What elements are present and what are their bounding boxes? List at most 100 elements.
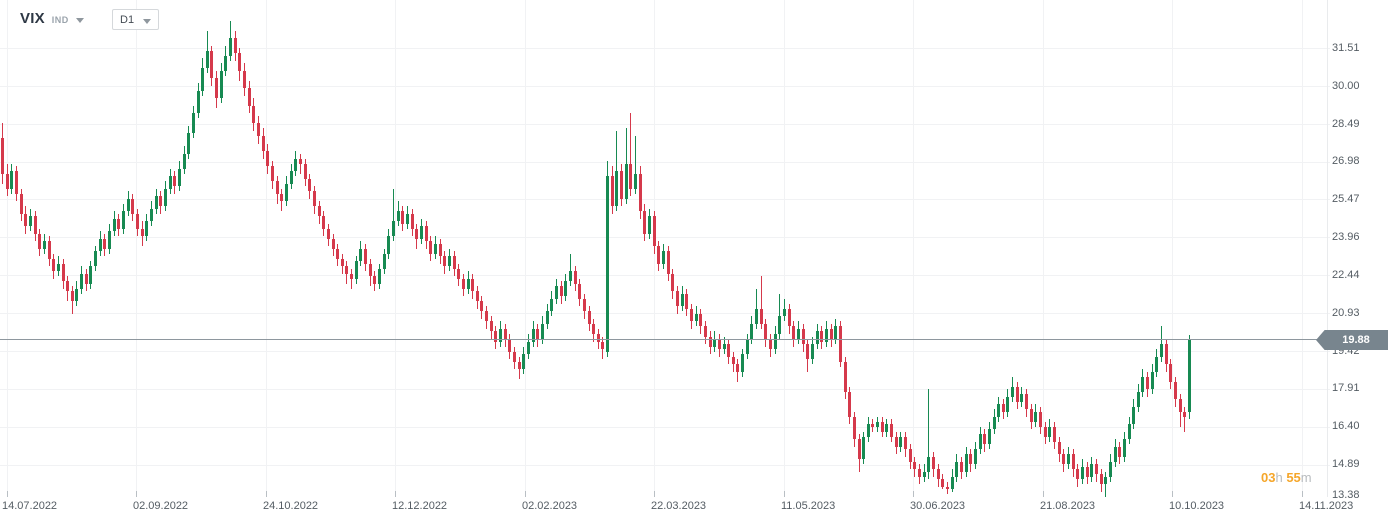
candle-up (825, 321, 828, 347)
candle-down (429, 236, 432, 261)
candle-down (560, 281, 563, 304)
timeframe-selector[interactable]: D1 (112, 9, 159, 30)
candle-up (750, 316, 753, 344)
candle-down (1053, 422, 1056, 449)
candle-down (788, 304, 791, 334)
candle-down (243, 63, 246, 96)
candle-up (1104, 472, 1107, 497)
candle-down (941, 474, 944, 489)
candle-down (443, 251, 446, 274)
price-axis-label: 28.49 (1332, 118, 1360, 130)
date-axis-label: 30.06.2023 (910, 500, 966, 512)
candle-down (653, 211, 656, 254)
candle-up (150, 201, 153, 226)
date-axis-label: 10.10.2023 (1169, 500, 1225, 512)
candle-down (276, 176, 279, 204)
candle-down (806, 339, 809, 372)
candle-up (979, 427, 982, 454)
candle-down (536, 324, 539, 347)
candle-down (364, 244, 367, 271)
h-gridline (0, 162, 1330, 163)
candle-down (699, 309, 702, 334)
candle-up (1141, 369, 1144, 397)
candle-down (588, 306, 591, 331)
candle-up (997, 397, 1000, 422)
h-gridline (0, 86, 1330, 87)
candle-down (871, 419, 874, 432)
countdown-hours-unit: h (1275, 470, 1283, 485)
candle-down (262, 128, 265, 159)
x-tick (913, 491, 914, 497)
candle-up (220, 63, 223, 103)
candle-up (1011, 377, 1014, 402)
candlestick-plot-area[interactable] (0, 0, 1388, 497)
price-axis-label: 14.89 (1332, 458, 1360, 470)
candle-down (439, 239, 442, 264)
candle-up (1151, 364, 1154, 394)
candle-down (1174, 377, 1177, 407)
candle-down (1072, 449, 1075, 477)
candle-up (862, 432, 865, 464)
candle-up (1109, 454, 1112, 482)
candle-down (34, 211, 37, 241)
chevron-down-icon (143, 18, 151, 24)
candle-down (345, 261, 348, 284)
candle-down (508, 334, 511, 359)
candle-down (513, 347, 516, 369)
candle-up (75, 281, 78, 306)
candle-up (541, 316, 544, 344)
candle-down (20, 189, 23, 221)
candle-up (741, 349, 744, 377)
candle-up (1048, 419, 1051, 442)
price-axis-label: 17.91 (1332, 382, 1360, 394)
candle-down (485, 306, 488, 329)
candle-up (1020, 387, 1023, 407)
price-axis-label: 20.93 (1332, 307, 1360, 319)
candle-up (927, 389, 930, 479)
candle-down (85, 269, 88, 291)
date-axis-label: 02.09.2022 (133, 500, 189, 512)
candle-down (732, 352, 735, 372)
chevron-down-icon (75, 17, 84, 23)
candle-down (858, 434, 861, 472)
candle-up (155, 189, 158, 214)
candle-down (341, 254, 344, 274)
candle-down (709, 331, 712, 354)
candle-down (210, 46, 213, 86)
candle-down (71, 286, 74, 314)
candle-up (550, 291, 553, 316)
x-tick (1043, 491, 1044, 497)
v-gridline (1043, 0, 1044, 497)
candle-down (830, 324, 833, 347)
candle-countdown: 03h 55m (1261, 470, 1312, 485)
candle-down (280, 189, 283, 211)
candle-up (564, 274, 567, 301)
v-gridline (266, 0, 267, 497)
candle-down (238, 48, 241, 81)
candle-down (639, 166, 642, 219)
x-tick (784, 491, 785, 497)
x-tick (395, 491, 396, 497)
candle-down (685, 289, 688, 316)
symbol-selector[interactable]: VIX IND (20, 10, 84, 27)
symbol-suffix: IND (51, 15, 69, 25)
candle-down (480, 296, 483, 319)
candle-up (197, 83, 200, 118)
candle-up (294, 151, 297, 176)
candle-down (583, 294, 586, 319)
candle-down (769, 334, 772, 357)
h-gridline (0, 48, 1330, 49)
v-gridline (7, 0, 8, 497)
candle-up (755, 289, 758, 329)
candle-down (960, 457, 963, 479)
candle-down (764, 319, 767, 347)
v-gridline (525, 0, 526, 497)
candle-up (695, 306, 698, 326)
candle-down (1179, 394, 1182, 427)
candle-down (671, 269, 674, 299)
candle-up (899, 432, 902, 452)
candle-down (304, 159, 307, 186)
candle-down (932, 452, 935, 477)
candle-up (555, 279, 558, 304)
v-gridline (913, 0, 914, 497)
